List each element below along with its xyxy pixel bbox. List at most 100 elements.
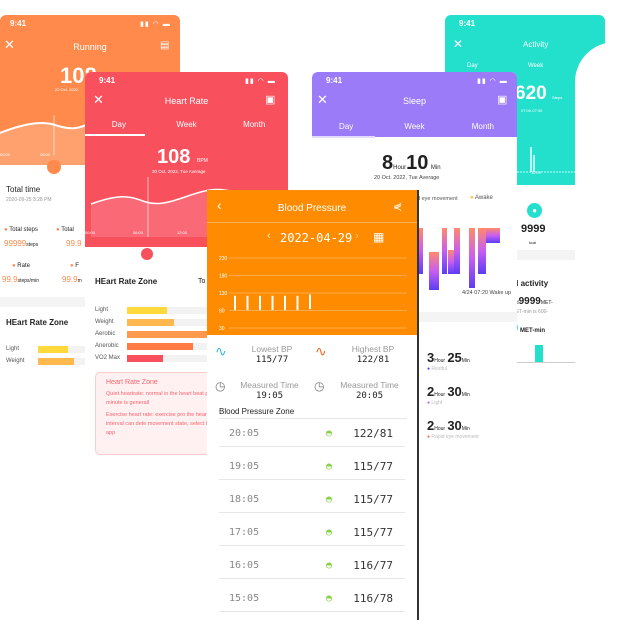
status-time: 9:41 [99,76,116,85]
pace-icon: ● [70,263,74,269]
sleep-header [312,72,517,137]
flame-icon: ● [527,203,542,218]
sleep-stat-restful: 3Hour 25Min ● Restful [427,350,470,372]
axis-label: 06:00 [40,152,51,157]
activity-chart [505,147,605,173]
sleep-mins: 10 [406,152,429,174]
close-icon[interactable]: ✕ [93,92,104,107]
heart-unit: BPM [197,158,208,164]
bp-bar [271,295,274,311]
bp-date: 2022-04-29 [280,231,353,245]
rate-value: 99.9 [2,275,18,284]
prev-date-icon[interactable]: ‹ [267,230,271,242]
heart-zone-bars: Light Weight Aerobic Anerobic VO2 Max [95,304,285,364]
bp-row[interactable]: 16:05 ◓ 116/77 [219,552,405,579]
zone-label: Aerobic [95,331,116,337]
gauge-icon: ◓ [325,427,333,439]
rate-icon: ● [12,263,16,269]
tab-indicator [312,136,375,138]
total-label: Total [61,227,74,233]
calendar-icon[interactable]: ▣ [265,94,276,106]
total-time-label: Total time [6,185,41,194]
legend-awake: Awake [474,195,493,201]
clock-icon: ◷ [215,379,226,393]
heart-tabs: Day Week Month [85,120,288,129]
chart-handle[interactable] [141,248,153,260]
tab-day[interactable]: Day [111,120,126,129]
bp-row[interactable]: 20:05 ◓ 122/81 [219,420,405,447]
tab-month[interactable]: Month [243,120,266,129]
steps-label: Total steps [9,227,38,233]
zone-bar [127,342,194,350]
bp-bar [259,295,261,311]
bp-bar [246,295,249,311]
calendar-icon[interactable]: ▣ [497,94,508,106]
gauge-icon: ◓ [325,559,333,571]
bp-row[interactable]: 17:05 ◓ 115/77 [219,519,405,546]
status-icons: ▮▮ ◠ ▬ [140,21,171,28]
info-text: Exercise heart rate: exercise pro the he… [106,412,218,436]
bp-row[interactable]: 19:05 ◓ 115/77 [219,453,405,480]
divider [219,418,407,419]
status-icons: ▮▮ ◠ ▬ [245,78,276,85]
met-unit: MET-min [520,328,546,334]
next-date-icon[interactable]: › [355,230,359,242]
chart-handle[interactable] [47,160,61,174]
lowest-value: 115/77 [255,355,289,365]
stat-mins: 25 [447,350,462,365]
blood-pressure-card: ‹ Blood Pressure ⋞ ‹ 2022-04-29 › ▦ 230 1… [207,190,419,620]
axis-line [505,362,605,363]
steps-value: 620 [515,83,547,104]
sleep-hours: 8 [382,152,394,174]
bp-bar [309,294,311,310]
zone-bar [38,345,68,353]
stat-mins: 30 [447,418,462,433]
rate-unit: steps/min [17,278,39,284]
total-icon: ● [56,227,60,233]
bp-chart: 230 180 130 80 30 [219,256,407,332]
running-date: 20 Oct. 2022, [55,87,80,92]
tab-day[interactable]: Day [339,122,354,131]
tab-week[interactable]: Week [404,122,425,131]
total-time-date: 2020-09-25 3:28 PM [6,197,52,203]
low-wave-icon: ∿ [215,343,227,359]
tab-day[interactable]: Day [467,63,478,69]
tab-week[interactable]: Week [528,63,544,69]
axis-label: 12:00 [177,230,188,235]
page-title: Sleep [402,96,427,106]
row-time: 17:05 [229,526,260,538]
back-icon[interactable]: ‹ [217,197,222,213]
time-range: 07:00-07:30 [521,108,543,113]
accum-unit: MET- [540,300,553,306]
min-unit: Min [430,165,441,171]
row-value: 116/77 [353,558,393,572]
pace-value: 99.9 [62,275,78,284]
tab-month[interactable]: Month [471,122,494,131]
pace-label: F [75,263,79,269]
sleep-stat-light: 2Hour 30Min ● Light [427,384,470,406]
tab-indicator [85,134,145,136]
zone-label: VO2 Max [95,355,121,361]
gauge-icon: ◓ [325,460,333,472]
status-icons: ▮▮ ◠ ▬ [477,78,508,85]
close-icon[interactable]: ✕ [4,37,15,52]
measured-time-value: 19:05 [255,391,284,401]
running-zone-bars: Light Weight [6,343,86,367]
share-icon[interactable]: ⋞ [393,201,403,213]
running-chart [0,115,96,165]
kcal-unit: kcal [529,240,537,245]
measured-time-label: Measured Time [240,380,299,390]
heart-date: 20 Oct. 2022, Tue Average [152,169,206,174]
axis-label: 12:00 [531,170,542,175]
highest-label: Highest BP [351,344,395,354]
calendar-icon[interactable]: ▦ [373,230,385,244]
stat-mins: 30 [447,384,462,399]
close-icon[interactable]: ✕ [317,92,328,107]
close-icon[interactable]: ✕ [453,37,464,51]
notes-icon[interactable]: ▤ [160,40,170,51]
tab-week[interactable]: Week [176,120,197,129]
bp-bar [284,295,286,311]
bp-row[interactable]: 15:05 ◓ 116/78 [219,585,405,612]
bp-row[interactable]: 18:05 ◓ 115/77 [219,486,405,513]
y-tick-label: 230 [219,256,228,262]
